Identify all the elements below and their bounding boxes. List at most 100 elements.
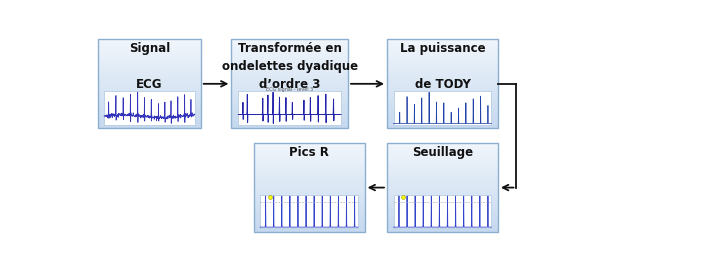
- Bar: [98, 97, 201, 99]
- Bar: [232, 81, 348, 82]
- Bar: [232, 42, 348, 44]
- Bar: [387, 90, 498, 91]
- Bar: [387, 171, 498, 173]
- Bar: [387, 88, 498, 90]
- Bar: [98, 66, 201, 68]
- Bar: [98, 109, 201, 111]
- Bar: [232, 87, 348, 88]
- Bar: [387, 79, 498, 81]
- Bar: [232, 115, 348, 116]
- Bar: [254, 208, 365, 210]
- Bar: [98, 101, 201, 103]
- Bar: [387, 150, 498, 152]
- Bar: [254, 213, 365, 214]
- Bar: [98, 46, 201, 48]
- Bar: [254, 187, 365, 189]
- Bar: [387, 44, 498, 45]
- Bar: [387, 187, 498, 189]
- Bar: [232, 60, 348, 62]
- Text: La puissance

de TODY: La puissance de TODY: [399, 42, 485, 91]
- Bar: [387, 39, 498, 128]
- Bar: [254, 152, 365, 153]
- Bar: [254, 185, 365, 186]
- Text: ECG signal - level 3: ECG signal - level 3: [266, 87, 313, 92]
- Bar: [98, 121, 201, 122]
- Bar: [387, 84, 498, 85]
- Bar: [232, 104, 348, 106]
- Bar: [232, 109, 348, 111]
- Bar: [98, 78, 201, 79]
- Bar: [254, 190, 365, 192]
- Bar: [387, 213, 498, 214]
- Text: Pics R: Pics R: [289, 146, 329, 159]
- Bar: [387, 153, 498, 155]
- Bar: [98, 98, 201, 100]
- Bar: [232, 50, 348, 51]
- Bar: [387, 183, 498, 185]
- Bar: [387, 217, 498, 219]
- Bar: [98, 64, 201, 66]
- Bar: [387, 73, 498, 75]
- Bar: [98, 39, 201, 128]
- Bar: [387, 177, 498, 179]
- Bar: [254, 175, 365, 177]
- Bar: [232, 61, 348, 63]
- Bar: [232, 101, 348, 103]
- Bar: [98, 53, 201, 54]
- Bar: [98, 44, 201, 45]
- Bar: [387, 125, 498, 127]
- Bar: [387, 98, 498, 100]
- Bar: [387, 159, 498, 161]
- Bar: [387, 226, 498, 228]
- Bar: [98, 42, 201, 44]
- Bar: [254, 172, 365, 174]
- Bar: [254, 165, 365, 167]
- Bar: [98, 41, 201, 42]
- Bar: [387, 95, 498, 97]
- Bar: [232, 112, 348, 114]
- Bar: [232, 84, 348, 85]
- Bar: [98, 107, 201, 109]
- Bar: [98, 75, 201, 76]
- Bar: [232, 78, 348, 79]
- Bar: [254, 195, 365, 196]
- Bar: [387, 106, 498, 108]
- Bar: [387, 143, 498, 145]
- Bar: [387, 198, 498, 199]
- Bar: [232, 58, 348, 60]
- Bar: [254, 211, 365, 213]
- Bar: [387, 202, 498, 204]
- Bar: [98, 118, 201, 119]
- Bar: [387, 199, 498, 201]
- Bar: [254, 155, 365, 156]
- Bar: [98, 87, 201, 88]
- Bar: [98, 81, 201, 82]
- Bar: [387, 87, 498, 88]
- Bar: [387, 118, 498, 119]
- Bar: [254, 177, 365, 179]
- Bar: [387, 113, 498, 115]
- Bar: [387, 186, 498, 188]
- Bar: [254, 223, 365, 225]
- Bar: [387, 214, 498, 216]
- Bar: [387, 143, 498, 232]
- Bar: [387, 56, 498, 57]
- Bar: [98, 92, 201, 94]
- Bar: [254, 150, 365, 152]
- Bar: [387, 50, 498, 51]
- Bar: [254, 153, 365, 155]
- Bar: [98, 76, 201, 78]
- Bar: [98, 94, 201, 96]
- Bar: [387, 180, 498, 182]
- Bar: [232, 85, 348, 87]
- Bar: [387, 116, 498, 118]
- Bar: [387, 167, 498, 168]
- Bar: [387, 195, 498, 196]
- Bar: [232, 39, 348, 41]
- Bar: [98, 60, 201, 62]
- Bar: [387, 110, 498, 112]
- Bar: [387, 185, 498, 186]
- Bar: [260, 195, 358, 229]
- Bar: [98, 70, 201, 72]
- Bar: [387, 81, 498, 82]
